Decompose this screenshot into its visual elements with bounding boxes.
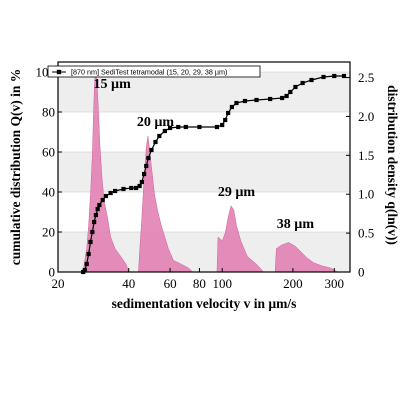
cumulative-point — [234, 100, 239, 106]
cumulative-point — [137, 183, 142, 189]
cumulative-point — [103, 193, 109, 199]
y-axis-right-ticks: 0 0.5 1.0 1.5 2.0 2.5 — [346, 70, 374, 280]
cumulative-point — [300, 80, 305, 86]
plot-frame — [57, 61, 351, 273]
cumulative-point — [341, 73, 347, 79]
cumulative-point — [112, 188, 118, 194]
cumulative-point — [162, 128, 167, 134]
cumulative-point — [214, 124, 220, 130]
x-axis-title: sedimentation velocity v in µm/s — [112, 296, 297, 311]
grid-band — [58, 152, 350, 192]
y-left-tick-label: 80 — [42, 105, 55, 120]
cumulative-point — [332, 73, 337, 79]
peak-annotations: 15 µm 20 µm 29 µm 38 µm — [94, 77, 315, 232]
cumulative-point — [129, 185, 134, 191]
x-tick-label: 300 — [325, 276, 345, 291]
cumulative-point — [133, 185, 139, 191]
x-axis-ticks: 20 40 60 80 100 200 300 — [52, 268, 345, 291]
cumulative-point — [144, 163, 149, 169]
y-axis-left-title: cumulative distribution Q(v) in % — [8, 69, 23, 266]
cumulative-point — [95, 206, 100, 212]
cumulative-point — [90, 229, 95, 235]
x-tick-label: 100 — [212, 276, 232, 291]
peak-label: 15 µm — [94, 77, 132, 92]
cumulative-point — [229, 104, 235, 110]
x-tick-label: 40 — [122, 276, 135, 291]
cumulative-point — [121, 186, 126, 192]
grid-band — [58, 72, 350, 112]
x-tick-label: 200 — [283, 276, 303, 291]
cumulative-point — [268, 96, 273, 102]
y-left-tick-label: 40 — [42, 185, 55, 200]
y-axis-right-title: distribution density q(ln(v)) — [385, 85, 400, 245]
legend-marker — [56, 69, 62, 75]
cumulative-point — [141, 171, 147, 177]
cumulative-point — [284, 93, 289, 99]
y-right-tick-label: 1.5 — [358, 148, 374, 163]
cumulative-point — [293, 84, 298, 90]
cumulative-point — [86, 251, 91, 257]
y-left-tick-label: 20 — [42, 225, 55, 240]
legend: [870 nm] SediTest tetramodal (15, 20, 29… — [47, 65, 261, 78]
cumulative-point — [97, 202, 102, 208]
cumulative-point — [157, 133, 162, 139]
cumulative-point — [321, 74, 326, 80]
cumulative-point — [183, 124, 188, 130]
density-series — [82, 69, 339, 273]
x-tick-label: 20 — [52, 276, 65, 291]
cumulative-point — [220, 122, 225, 128]
peak-label: 38 µm — [277, 217, 315, 232]
x-tick-label: 80 — [193, 276, 206, 291]
cumulative-point — [139, 179, 144, 185]
cumulative-point — [197, 124, 202, 130]
y-left-tick-label: 0 — [49, 265, 56, 280]
cumulative-point — [226, 110, 231, 116]
cumulative-point — [84, 261, 89, 267]
cumulative-point — [167, 125, 173, 131]
cumulative-point — [242, 98, 248, 104]
peak-label: 20 µm — [137, 115, 175, 130]
peak-label: 29 µm — [218, 185, 256, 200]
cumulative-point — [100, 197, 105, 203]
y-right-tick-label: 0 — [358, 265, 365, 280]
x-tick-label: 60 — [164, 276, 177, 291]
cumulative-point — [288, 89, 293, 95]
cumulative-point — [93, 212, 99, 218]
cumulative-point — [92, 219, 97, 225]
cumulative-point — [223, 117, 228, 123]
cumulative-point — [280, 95, 285, 101]
y-right-tick-label: 2.0 — [358, 109, 374, 124]
cumulative-point — [309, 77, 314, 83]
cumulative-point — [149, 147, 154, 153]
legend-box — [47, 65, 261, 78]
cumulative-point — [82, 267, 87, 273]
cumulative-point — [176, 124, 181, 130]
density-area — [82, 69, 339, 273]
legend-label: [870 nm] SediTest tetramodal (15, 20, 29… — [71, 68, 227, 77]
cumulative-point — [108, 190, 113, 196]
cumulative-series — [81, 73, 347, 275]
cumulative-point — [254, 97, 259, 103]
y-right-tick-label: 0.5 — [358, 226, 374, 241]
cumulative-point — [146, 155, 151, 161]
y-left-tick-label: 60 — [42, 145, 55, 160]
y-right-tick-label: 1.0 — [358, 187, 374, 202]
y-right-tick-label: 2.5 — [358, 70, 374, 85]
cumulative-point — [153, 139, 158, 145]
cumulative-point — [88, 239, 93, 245]
